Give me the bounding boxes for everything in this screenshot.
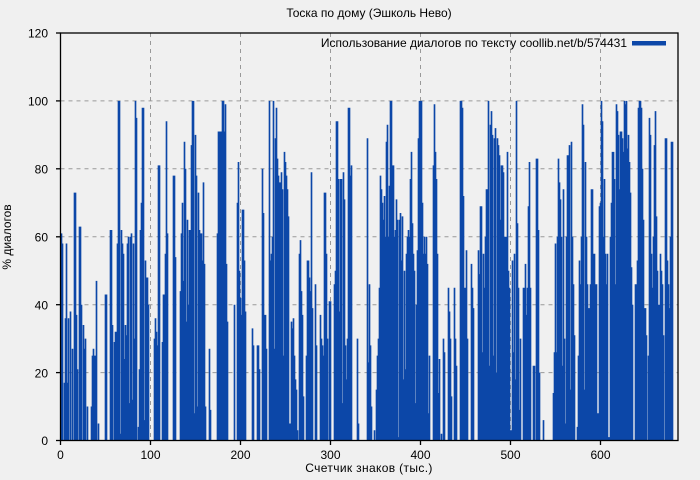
svg-text:100: 100 [140,448,160,462]
svg-text:300: 300 [320,448,340,462]
svg-text:% диалогов: % диалогов [0,204,14,269]
svg-text:60: 60 [35,230,49,244]
svg-text:20: 20 [35,366,49,380]
svg-text:Тоска по дому (Эшколь Нево): Тоска по дому (Эшколь Нево) [286,6,451,20]
svg-text:200: 200 [230,448,250,462]
svg-text:Использование диалогов по текс: Использование диалогов по тексту coollib… [321,36,627,50]
svg-text:500: 500 [500,448,520,462]
svg-text:100: 100 [28,95,48,109]
svg-text:400: 400 [410,448,430,462]
svg-text:Счетчик знаков (тыс.): Счетчик знаков (тыс.) [305,461,432,475]
svg-text:40: 40 [35,298,49,312]
svg-text:120: 120 [28,27,48,41]
svg-text:80: 80 [35,163,49,177]
svg-text:600: 600 [590,448,610,462]
svg-text:0: 0 [41,434,48,448]
svg-text:0: 0 [57,448,64,462]
